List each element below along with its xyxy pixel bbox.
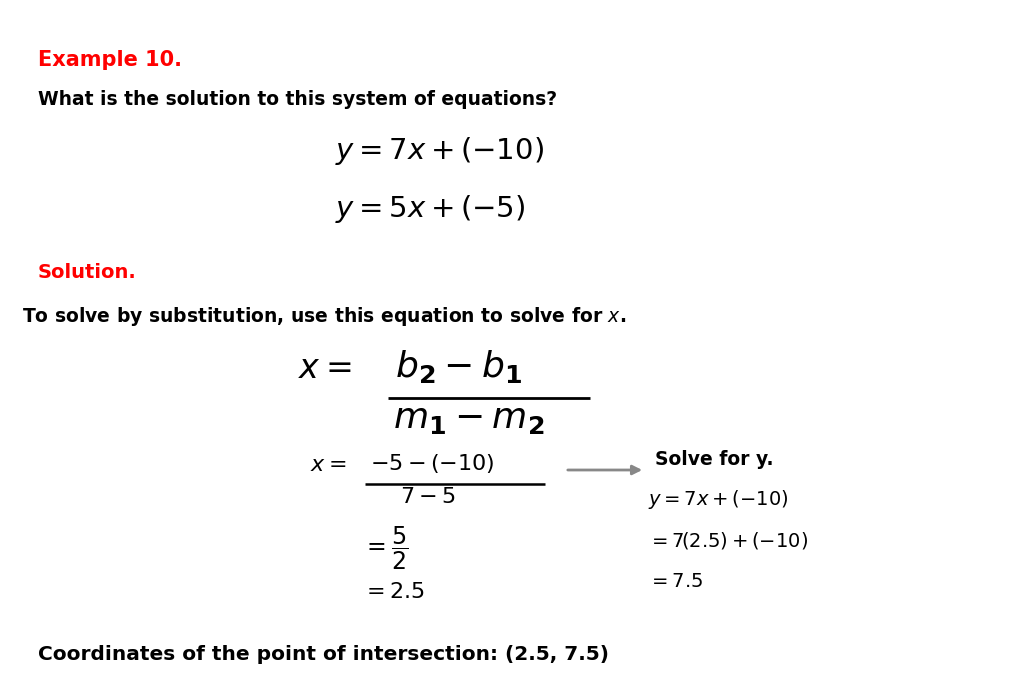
Text: $y = 5x +\left(-5\right)$: $y = 5x +\left(-5\right)$: [335, 193, 525, 225]
Text: $= 7\!\left(2.5\right)+\left(-10\right)$: $= 7\!\left(2.5\right)+\left(-10\right)$: [648, 530, 808, 551]
Text: Example 10.: Example 10.: [38, 50, 182, 70]
Text: Solution.: Solution.: [38, 263, 137, 282]
Text: $x =$: $x =$: [310, 455, 346, 475]
Text: $\boldsymbol{\mathit{x}} =$: $\boldsymbol{\mathit{x}} =$: [298, 352, 351, 385]
Text: To solve by substitution, use this equation to solve for $\mathit{x}$.: To solve by substitution, use this equat…: [22, 305, 627, 328]
Text: $y = 7x +\left(-10\right)$: $y = 7x +\left(-10\right)$: [648, 488, 788, 511]
Text: Solve for y.: Solve for y.: [655, 450, 773, 469]
Text: $7 - 5$: $7 - 5$: [400, 487, 456, 507]
Text: Coordinates of the point of intersection: (2.5, 7.5): Coordinates of the point of intersection…: [38, 645, 609, 664]
Text: $= \dfrac{5}{2}$: $= \dfrac{5}{2}$: [362, 525, 408, 573]
Text: $= 7.5$: $= 7.5$: [648, 572, 703, 591]
Text: $\boldsymbol{\mathit{m}}_{\mathbf{1}} - \boldsymbol{\mathit{m}}_{\mathbf{2}}$: $\boldsymbol{\mathit{m}}_{\mathbf{1}} - …: [393, 402, 545, 436]
Text: $y = 7x +\left(-10\right)$: $y = 7x +\left(-10\right)$: [335, 135, 544, 167]
Text: $= 2.5$: $= 2.5$: [362, 582, 425, 602]
Text: $-5-\left(-10\right)$: $-5-\left(-10\right)$: [370, 452, 495, 475]
Text: $\boldsymbol{\mathit{b}}_{\mathbf{2}} - \boldsymbol{\mathit{b}}_{\mathbf{1}}$: $\boldsymbol{\mathit{b}}_{\mathbf{2}} - …: [395, 348, 522, 385]
Text: What is the solution to this system of equations?: What is the solution to this system of e…: [38, 90, 557, 109]
